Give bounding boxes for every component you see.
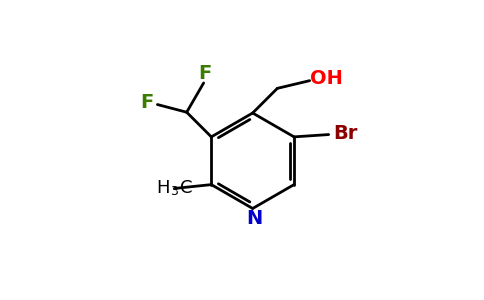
Text: C: C	[180, 179, 192, 197]
Text: Br: Br	[333, 124, 358, 142]
Text: OH: OH	[310, 69, 343, 88]
Text: 3: 3	[170, 185, 179, 198]
Text: H: H	[156, 179, 170, 197]
Text: N: N	[246, 209, 262, 228]
Text: F: F	[140, 93, 153, 112]
Text: F: F	[198, 64, 212, 83]
